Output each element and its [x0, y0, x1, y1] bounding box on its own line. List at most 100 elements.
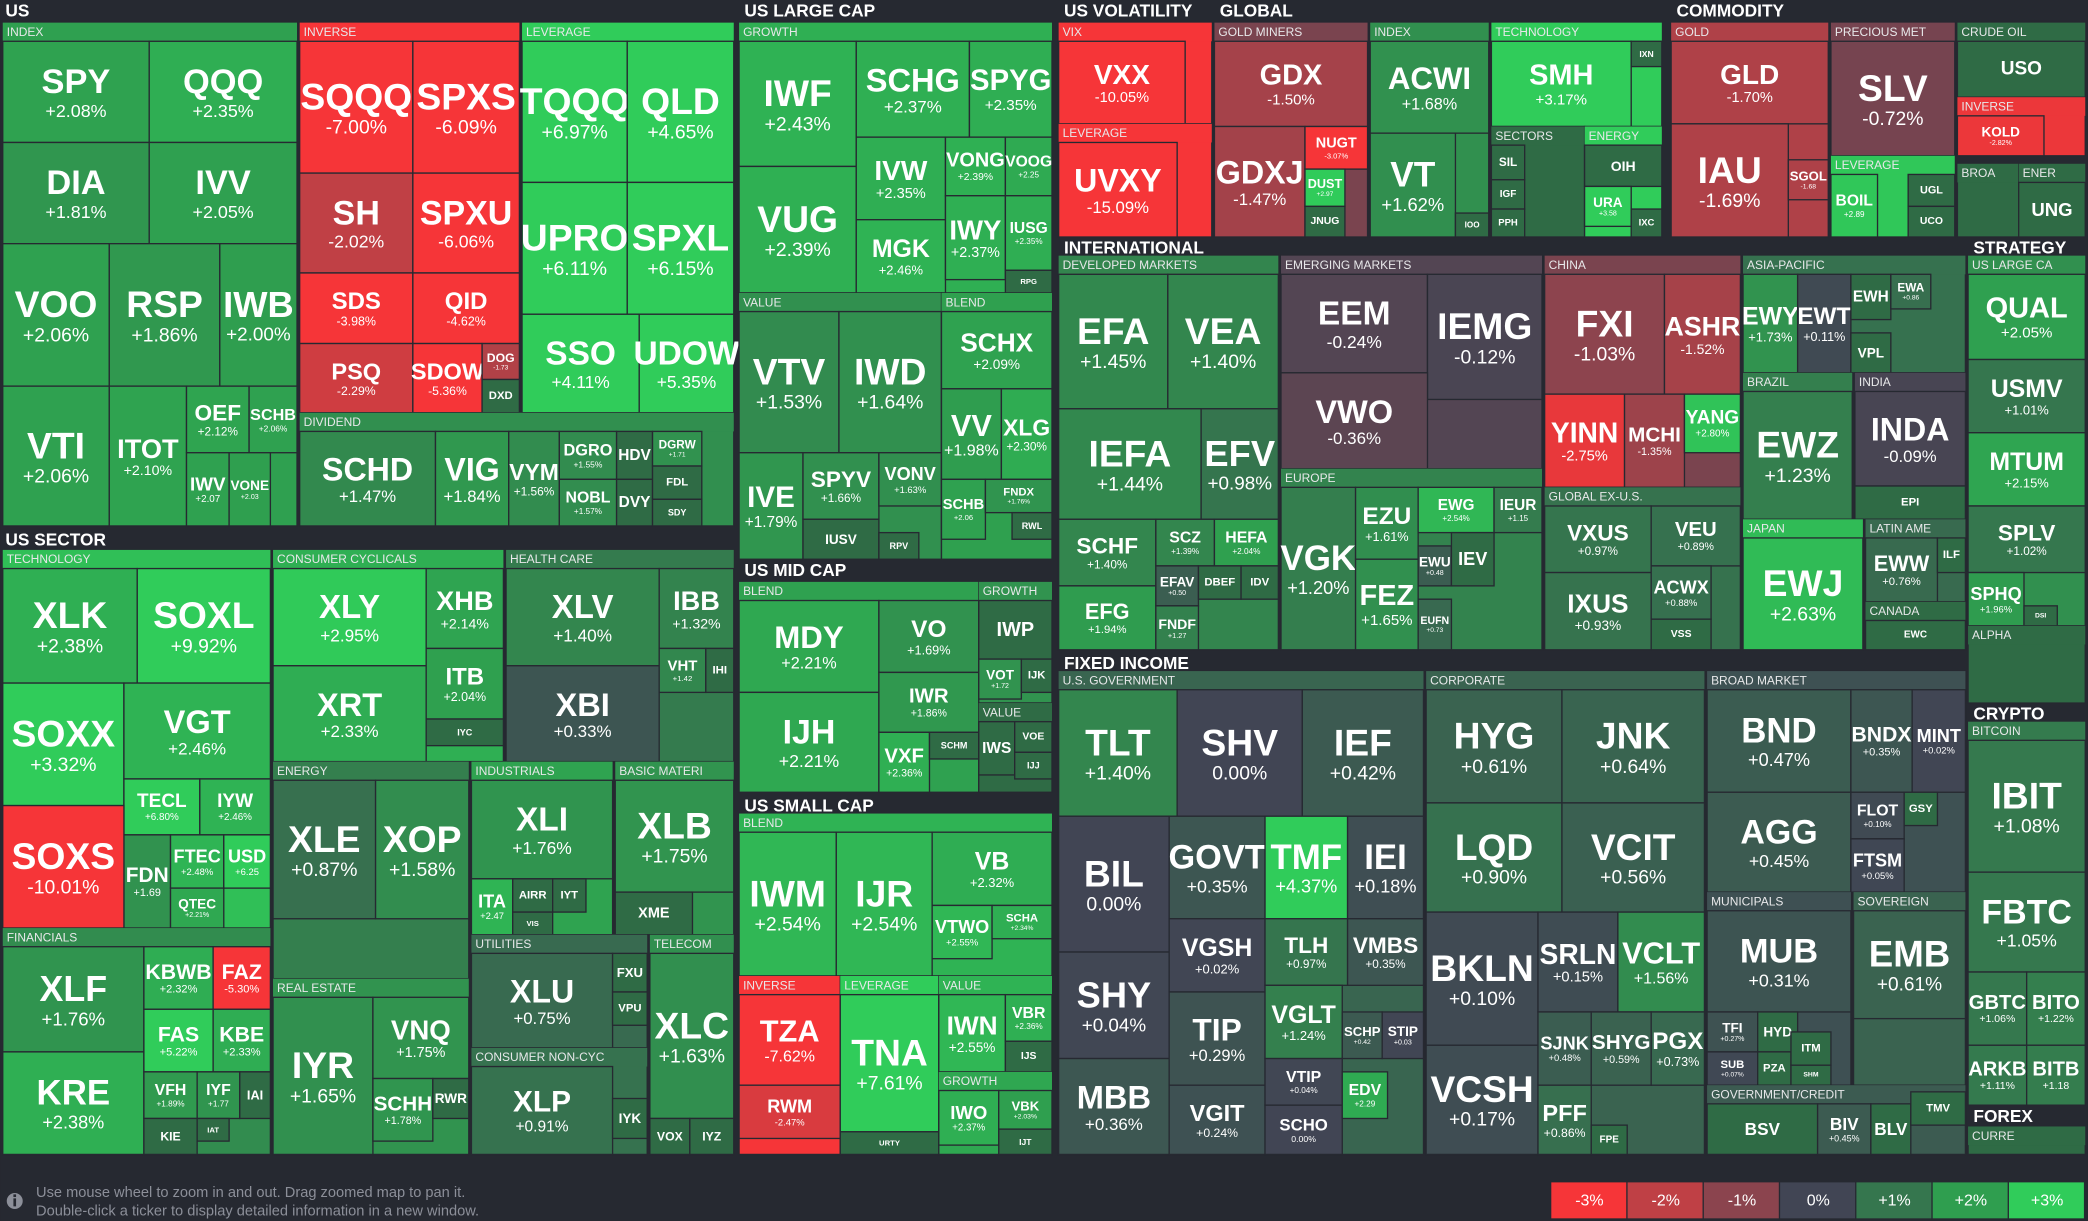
ticker-tile[interactable]: [2025, 971, 2086, 1046]
ticker-tile[interactable]: [940, 388, 1003, 481]
ticker-tile[interactable]: [1000, 388, 1053, 481]
ticker-tile[interactable]: [1650, 565, 1712, 620]
ticker-tile[interactable]: [1014, 751, 1053, 780]
ticker-tile[interactable]: [299, 342, 414, 414]
ticker-tile[interactable]: [1280, 486, 1357, 651]
ticker-tile[interactable]: [611, 952, 648, 993]
ticker-tile[interactable]: [1168, 1084, 1266, 1156]
ticker-tile[interactable]: [1706, 1051, 1759, 1086]
ticker-tile[interactable]: [299, 40, 414, 174]
ticker-tile[interactable]: [1369, 40, 1490, 134]
ticker-tile[interactable]: [1903, 791, 1939, 827]
ticker-tile[interactable]: [299, 272, 414, 345]
ticker-tile[interactable]: [1870, 1103, 1912, 1156]
ticker-tile[interactable]: [552, 878, 587, 913]
ticker-tile[interactable]: [299, 430, 437, 527]
ticker-tile[interactable]: [802, 452, 880, 520]
ticker-tile[interactable]: [558, 478, 618, 527]
ticker-tile[interactable]: [1910, 1091, 1967, 1126]
ticker-tile[interactable]: [1537, 1011, 1592, 1086]
ticker-tile[interactable]: [878, 731, 931, 793]
ticker-tile[interactable]: [638, 313, 735, 414]
ticker-tile[interactable]: [1304, 125, 1369, 170]
ticker-tile[interactable]: [521, 181, 628, 315]
ticker-tile[interactable]: [1346, 815, 1425, 920]
ticker-tile[interactable]: [123, 682, 272, 780]
ticker-tile[interactable]: [1623, 393, 1686, 489]
ticker-tile[interactable]: [1683, 393, 1742, 454]
ticker-tile[interactable]: [1168, 991, 1266, 1086]
ticker-tile[interactable]: [123, 778, 201, 836]
ticker-tile[interactable]: [1830, 173, 1879, 238]
ticker-tile[interactable]: [228, 452, 272, 527]
ticker-tile[interactable]: [1967, 739, 2086, 873]
ticker-tile[interactable]: [1011, 511, 1053, 540]
ticker-tile[interactable]: [1543, 393, 1626, 489]
ticker-tile[interactable]: [1425, 1044, 1539, 1156]
ticker-tile[interactable]: [1168, 815, 1266, 920]
ticker-tile[interactable]: [1537, 911, 1619, 1013]
ticker-tile[interactable]: [1341, 1011, 1383, 1060]
ticker-tile[interactable]: [614, 891, 694, 936]
ticker-tile[interactable]: [611, 991, 648, 1026]
ticker-tile[interactable]: [432, 1077, 470, 1120]
ticker-tile[interactable]: [1057, 273, 1169, 410]
ticker-tile[interactable]: [143, 1117, 198, 1156]
ticker-tile[interactable]: [512, 878, 554, 913]
ticker-tile[interactable]: [802, 518, 880, 560]
ticker-tile[interactable]: [1956, 40, 2086, 98]
ticker-tile[interactable]: [1155, 605, 1200, 651]
ticker-tile[interactable]: [1426, 273, 1543, 401]
ticker-tile[interactable]: [1590, 1011, 1652, 1086]
ticker-tile[interactable]: [1490, 144, 1526, 181]
ticker-tile[interactable]: [123, 834, 172, 929]
ticker-tile[interactable]: [425, 647, 505, 720]
ticker-tile[interactable]: [738, 165, 857, 294]
ticker-tile[interactable]: [1956, 115, 2045, 157]
ticker-tile[interactable]: [272, 779, 377, 920]
ticker-tile[interactable]: [374, 779, 470, 920]
ticker-tile[interactable]: [1168, 918, 1266, 993]
ticker-tile[interactable]: [978, 599, 1053, 660]
ticker-tile[interactable]: [1213, 40, 1369, 128]
ticker-tile[interactable]: [412, 172, 521, 274]
ticker-tile[interactable]: [738, 452, 804, 560]
ticker-tile[interactable]: [1850, 273, 1892, 321]
ticker-tile[interactable]: [1264, 1104, 1343, 1156]
ticker-tile[interactable]: [1854, 390, 1967, 487]
ticker-tile[interactable]: [1004, 993, 1053, 1042]
ticker-tile[interactable]: [470, 952, 614, 1049]
ticker-tile[interactable]: [1864, 537, 1939, 603]
ticker-tile[interactable]: [614, 779, 735, 893]
ticker-tile[interactable]: [1176, 689, 1303, 817]
ticker-tile[interactable]: [108, 385, 188, 527]
ticker-tile[interactable]: [1663, 273, 1742, 395]
ticker-tile[interactable]: [521, 40, 628, 184]
ticker-tile[interactable]: [1911, 689, 1967, 793]
ticker-tile[interactable]: [425, 718, 505, 747]
ticker-tile[interactable]: [615, 478, 654, 527]
ticker-tile[interactable]: [1706, 910, 1852, 1013]
ticker-tile[interactable]: [938, 993, 1007, 1073]
ticker-tile[interactable]: [1425, 689, 1563, 804]
ticker-tile[interactable]: [1490, 179, 1526, 210]
ticker-tile[interactable]: [1850, 689, 1913, 793]
ticker-tile[interactable]: [1057, 40, 1186, 125]
ticker-tile[interactable]: [1742, 537, 1864, 651]
ticker-tile[interactable]: [1543, 571, 1652, 651]
ticker-tile[interactable]: [855, 136, 947, 221]
ticker-tile[interactable]: [1630, 40, 1663, 68]
ticker-tile[interactable]: [1787, 159, 1829, 201]
ticker-tile[interactable]: [649, 952, 735, 1120]
ticker-tile[interactable]: [944, 195, 1007, 281]
ticker-tile[interactable]: [1830, 40, 1956, 157]
ticker-tile[interactable]: [1850, 838, 1905, 893]
ticker-tile[interactable]: [1200, 408, 1280, 520]
ticker-tile[interactable]: [658, 567, 735, 650]
ticker-tile[interactable]: [1369, 132, 1457, 238]
ticker-tile[interactable]: [1264, 984, 1343, 1060]
ticker-tile[interactable]: [481, 378, 521, 414]
ticker-tile[interactable]: [689, 1117, 735, 1156]
ticker-tile[interactable]: [658, 647, 707, 694]
ticker-tile[interactable]: [1057, 408, 1202, 520]
